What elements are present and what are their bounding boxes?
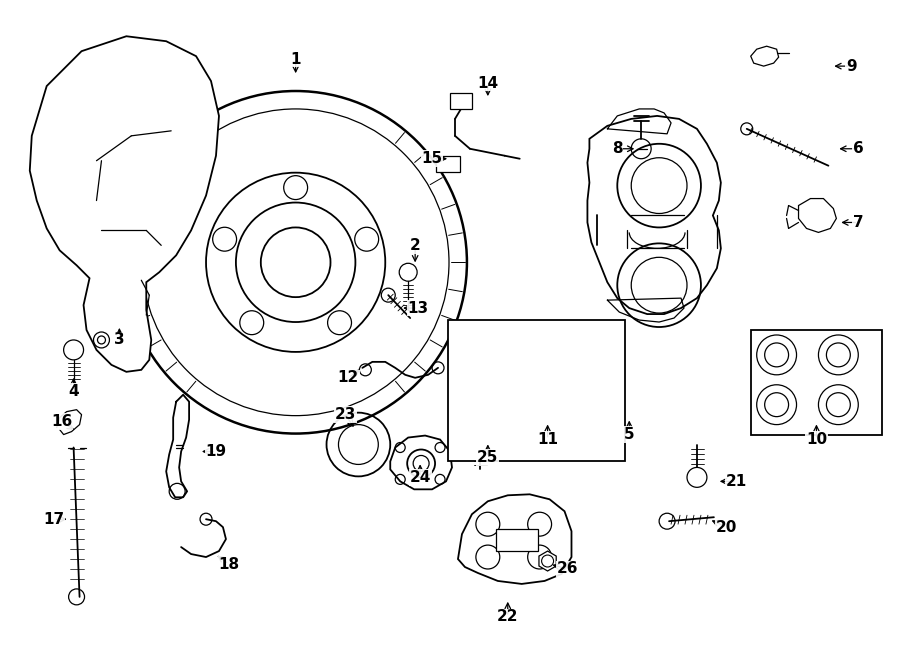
Polygon shape xyxy=(458,494,572,584)
Text: 24: 24 xyxy=(410,470,431,485)
Polygon shape xyxy=(391,436,452,489)
Text: 25: 25 xyxy=(477,450,499,465)
Bar xyxy=(448,320,626,461)
Text: 13: 13 xyxy=(408,301,428,315)
Bar xyxy=(436,156,460,172)
Polygon shape xyxy=(468,338,512,436)
Text: 7: 7 xyxy=(853,215,864,230)
Polygon shape xyxy=(539,551,556,571)
Text: 22: 22 xyxy=(497,609,518,624)
Text: 23: 23 xyxy=(335,407,356,422)
Text: 10: 10 xyxy=(806,432,827,447)
Text: 1: 1 xyxy=(291,52,301,67)
Text: 3: 3 xyxy=(114,332,125,348)
Text: 19: 19 xyxy=(205,444,227,459)
Text: 21: 21 xyxy=(726,474,747,489)
Text: 14: 14 xyxy=(477,75,499,91)
Text: 2: 2 xyxy=(410,238,420,253)
Polygon shape xyxy=(522,336,573,440)
Text: 15: 15 xyxy=(421,151,443,166)
Text: 11: 11 xyxy=(537,432,558,447)
Text: 18: 18 xyxy=(219,557,239,572)
Text: 6: 6 xyxy=(853,141,864,156)
Text: 26: 26 xyxy=(557,561,579,576)
Text: 4: 4 xyxy=(68,384,79,399)
Polygon shape xyxy=(30,36,219,372)
Text: 17: 17 xyxy=(43,512,64,527)
Polygon shape xyxy=(588,116,721,314)
Text: 20: 20 xyxy=(716,520,737,535)
Bar xyxy=(450,93,472,109)
Polygon shape xyxy=(798,198,836,233)
Text: 8: 8 xyxy=(612,141,623,156)
Text: 16: 16 xyxy=(51,414,72,429)
Polygon shape xyxy=(751,46,778,66)
Bar xyxy=(751,330,882,434)
Bar xyxy=(496,529,537,551)
Text: 5: 5 xyxy=(624,427,634,442)
Text: 12: 12 xyxy=(338,370,359,385)
Text: 9: 9 xyxy=(846,59,857,73)
